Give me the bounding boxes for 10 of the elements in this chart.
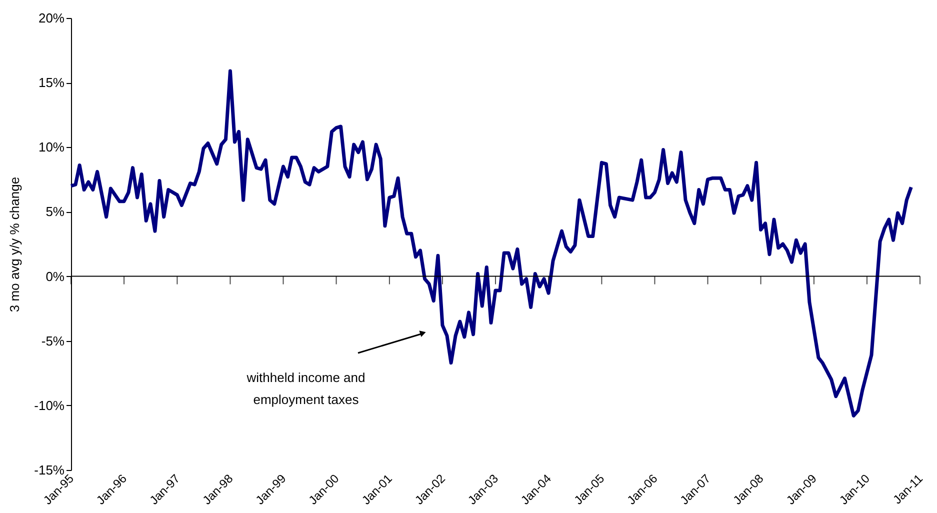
annotation: withheld income and employment taxes: [246, 370, 366, 407]
y-tick-label: -5%: [41, 333, 65, 348]
y-tick-label: 15%: [38, 75, 65, 90]
y-tick-label: 20%: [38, 10, 65, 26]
y-tick-label: 0%: [46, 268, 65, 284]
y-tick-label: 10%: [38, 140, 65, 155]
y-tick-label: -10%: [34, 398, 65, 413]
y-tick-label: -15%: [34, 462, 65, 478]
y-tick-label: 5%: [46, 204, 65, 220]
y-axis-title: 3 mo avg y/y % change: [7, 176, 22, 312]
